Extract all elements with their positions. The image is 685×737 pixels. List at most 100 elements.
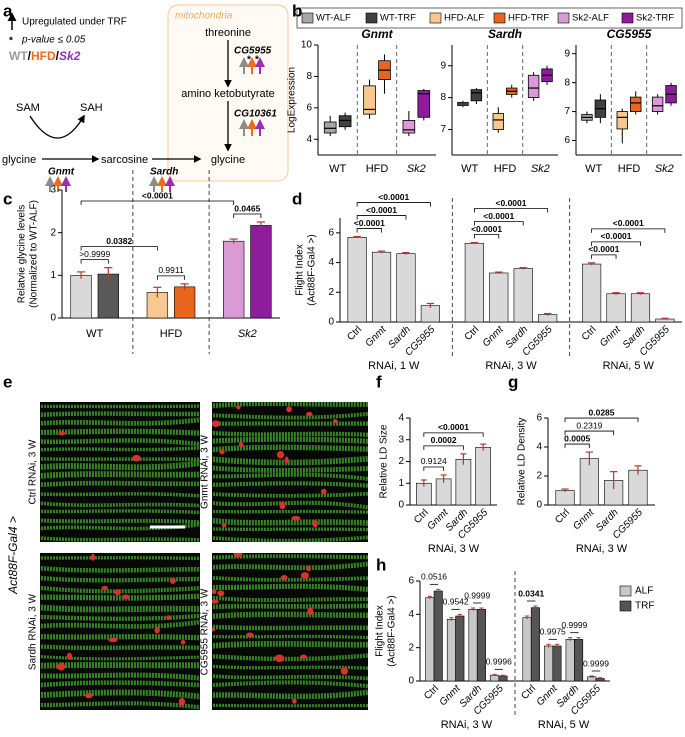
cofactor-arrow [29, 114, 85, 139]
muscle-fiber [40, 680, 200, 688]
legend-label: TRF [635, 601, 654, 612]
genotype: HFD [31, 49, 56, 63]
lipid-droplet [221, 523, 227, 528]
p-value: <0.0001 [483, 211, 514, 221]
chart-title: Sardh [488, 27, 522, 41]
significance-bracket [356, 215, 407, 220]
x-tick-label: Ctrl [553, 507, 572, 526]
muscle-fiber [40, 492, 200, 498]
bar [606, 293, 626, 323]
lipid-droplet [58, 431, 66, 436]
x-tick-label: Sk2 [655, 163, 674, 175]
metabolite: SAM [16, 102, 40, 114]
legend-swatch [301, 12, 314, 24]
y-tick-label: 10 [301, 40, 313, 51]
significance-bracket [233, 213, 262, 218]
image-label: Gnmt RNAi, 3 W [200, 434, 211, 508]
x-axis-label: RNAi, 3 W [576, 543, 628, 555]
y-tick-label: 1 [50, 270, 56, 281]
lipid-droplet [340, 667, 349, 675]
significance-bracket [423, 432, 484, 437]
muscle-fiber [40, 428, 200, 436]
panel-label: h [376, 555, 386, 574]
lipid-droplet [236, 405, 241, 410]
muscle-fiber [40, 404, 200, 409]
metabolite: sarcosine [101, 154, 148, 166]
significance-bracket [80, 259, 109, 264]
bar [628, 469, 648, 506]
y-axis-label: (Normalized to WT-ALF) [29, 200, 40, 308]
y-tick-label: 0 [328, 317, 334, 328]
y-axis-label: Flight Index [295, 244, 306, 296]
genotype: WT [9, 49, 28, 63]
lipid-droplet [66, 652, 73, 660]
y-tick-label: 9 [564, 48, 570, 59]
y-tick-label: 6 [536, 413, 542, 424]
bar [574, 639, 584, 682]
box [630, 96, 642, 112]
lipid-droplet [233, 553, 243, 558]
significance-bracket [564, 417, 639, 423]
image-label: Ctrl RNAi, 3 W [28, 439, 39, 505]
y-axis-label: Relative LD Size [379, 424, 390, 498]
bar [97, 273, 119, 319]
bar [446, 619, 456, 682]
enzyme: Gnmt [48, 167, 75, 178]
p-value: 0.2319 [576, 420, 602, 430]
bar [476, 609, 486, 682]
driver-label: Act88F-Gal4 > [6, 516, 20, 595]
muscle-fiber [40, 522, 200, 531]
muscle-fiber [40, 446, 200, 452]
x-tick-label: Gnmt [598, 323, 624, 349]
micrographs [40, 402, 368, 710]
p-value: 0.9542 [443, 597, 469, 607]
lipid-droplet [312, 520, 318, 528]
lipid-droplet [180, 639, 186, 645]
bar [223, 240, 245, 319]
box [470, 89, 483, 102]
lipid-droplet [154, 627, 160, 634]
x-tick-label: Gnmt [363, 323, 389, 349]
y-tick-label: 9 [440, 60, 446, 71]
genotype-legend: WT/HFD/Sk2 [9, 49, 81, 63]
panel-label: a [3, 1, 13, 20]
box [363, 85, 376, 115]
y-axis-label: LogExpression [287, 67, 298, 133]
group-label: RNAi, 3 W [441, 719, 493, 731]
muscle-fiber [40, 438, 200, 447]
lipid-droplet [238, 441, 244, 448]
legend-swatch [621, 12, 634, 24]
p-value: 0.0341 [518, 588, 544, 598]
lipid-droplet [217, 590, 225, 597]
legend-label: Sk2-TRF [636, 13, 674, 24]
bar [464, 242, 484, 323]
metabolite: glycine [2, 154, 36, 166]
x-tick-label: WT [329, 163, 346, 175]
micrograph [212, 553, 368, 710]
lipid-droplet [122, 594, 129, 600]
y-tick-label: 1 [398, 478, 404, 489]
muscle-fiber [40, 619, 200, 629]
x-tick-label: Ctrl [463, 324, 482, 343]
x-axis-label: RNAi, 3 W [428, 543, 480, 555]
p-value: <0.0001 [438, 422, 469, 432]
metabolite: SAH [80, 102, 103, 114]
lipid-droplet [219, 449, 225, 455]
lipid-droplet [321, 488, 327, 495]
bar [582, 263, 602, 323]
p-value: 0.9999 [561, 620, 587, 630]
muscle-fiber [40, 565, 200, 573]
legend-label: ALF [635, 586, 653, 597]
p-value: <0.0001 [613, 218, 644, 228]
bar [565, 639, 575, 682]
bar [468, 609, 478, 682]
legend-text: Upregulated under TRF [22, 17, 127, 28]
micrograph [40, 553, 200, 710]
p-value: 0.9975 [540, 627, 566, 637]
legend-label: WT-TRF [380, 13, 416, 24]
lipid-droplet [284, 456, 289, 464]
muscle-fiber [40, 662, 200, 669]
metabolite: amino ketobutyrate [181, 88, 275, 100]
legend-label: Sk2-ALF [572, 13, 609, 24]
p-value: 0.0005 [564, 433, 590, 443]
